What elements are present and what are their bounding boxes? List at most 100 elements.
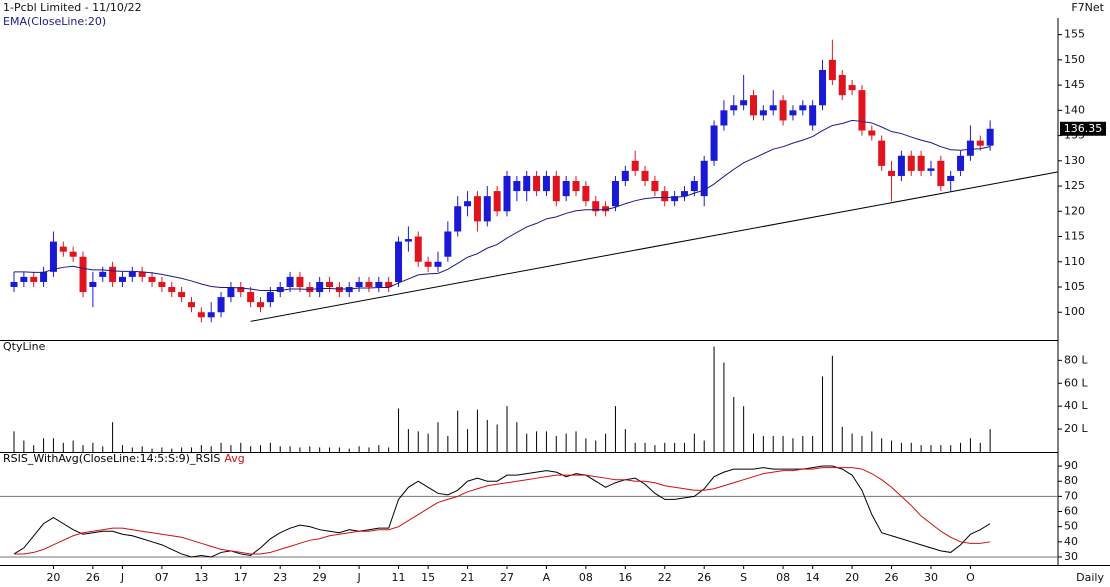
x-axis-label: Daily — [1076, 571, 1104, 584]
x-tick-label: 26 — [885, 571, 899, 584]
candle-body — [89, 281, 97, 287]
candle-body — [878, 140, 886, 166]
y-tick-label: 40 L — [1064, 399, 1088, 412]
chart-title: 1-Pcbl Limited - 11/10/22 — [3, 1, 142, 14]
indicator-label: EMA(CloseLine:20) — [3, 15, 106, 28]
candle-body — [651, 181, 659, 192]
y-tick-label: 50 — [1064, 520, 1078, 533]
candle-body — [464, 201, 472, 207]
x-tick-label: 29 — [313, 571, 327, 584]
candle-body — [266, 292, 274, 303]
candle-body — [503, 175, 511, 212]
candle-body — [809, 105, 817, 126]
candle-body — [178, 292, 186, 298]
candle-body — [740, 100, 748, 106]
x-tick-label: 26 — [697, 571, 711, 584]
candle-body — [730, 105, 738, 111]
candle-body — [769, 105, 777, 111]
y-tick-label: 80 L — [1064, 353, 1088, 366]
candle-body — [700, 160, 708, 197]
candle-body — [888, 170, 896, 176]
y-tick-label: 80 — [1064, 474, 1078, 487]
candle-body — [572, 181, 580, 192]
candle-body — [542, 175, 550, 192]
x-tick-label: 11 — [392, 571, 406, 584]
candle-body — [611, 181, 619, 207]
last-price-box — [1060, 121, 1106, 136]
x-tick-label: 20 — [845, 571, 859, 584]
candle-body — [523, 175, 531, 192]
x-tick-label: 15 — [421, 571, 435, 584]
candle-body — [207, 312, 215, 318]
x-tick-label: 26 — [86, 571, 100, 584]
candle-body — [621, 170, 629, 181]
candle-body — [385, 281, 393, 287]
panel-title: QtyLine — [3, 340, 46, 353]
candle-body — [404, 239, 412, 242]
legend-label: Avg — [224, 452, 244, 465]
candle-body — [118, 276, 126, 282]
candle-body — [326, 281, 334, 287]
candle-body — [868, 130, 876, 136]
candle-body — [533, 175, 541, 192]
x-tick-label: 30 — [924, 571, 938, 584]
candle-body — [848, 85, 856, 91]
candle-body — [858, 90, 866, 131]
rsi-line — [14, 467, 991, 555]
candle-body — [49, 241, 57, 272]
candle-body — [897, 155, 905, 176]
candle-body — [947, 175, 955, 181]
candle-body — [838, 75, 846, 96]
y-tick-label: 100 — [1064, 305, 1085, 318]
candle-body — [30, 276, 38, 282]
candle-body — [750, 95, 757, 116]
ema-line — [14, 119, 991, 292]
source-label: F7Net — [1071, 1, 1104, 14]
candle-body — [602, 206, 610, 212]
x-tick-label: J — [356, 571, 360, 584]
candle-body — [316, 281, 324, 293]
x-tick-label: 07 — [155, 571, 169, 584]
candle-body — [109, 266, 117, 282]
candle-body — [631, 160, 639, 171]
candle-body — [493, 191, 501, 212]
candle-body — [286, 276, 294, 287]
x-tick-label: 27 — [500, 571, 514, 584]
candle-body — [247, 292, 255, 303]
x-tick-label: J — [120, 571, 124, 584]
candle-body — [444, 231, 452, 257]
candle-body — [661, 191, 669, 202]
candle-body — [720, 110, 728, 126]
candle-body — [10, 281, 18, 287]
candle-body — [641, 170, 649, 181]
candle-body — [128, 271, 136, 277]
candle-body — [562, 181, 570, 197]
candle-body — [592, 201, 600, 212]
x-tick-label: O — [966, 571, 975, 584]
candle-body — [365, 281, 373, 287]
candle-body — [69, 251, 77, 257]
y-tick-label: 155 — [1064, 28, 1085, 41]
candle-body — [690, 181, 698, 192]
candle-body — [296, 276, 304, 287]
y-tick-label: 110 — [1064, 255, 1085, 268]
candle-body — [454, 206, 462, 232]
candle-body — [710, 125, 718, 161]
rsi-line — [13, 465, 991, 558]
candle-body — [187, 302, 195, 308]
candle-body — [483, 196, 491, 222]
y-tick-label: 30 — [1064, 550, 1078, 563]
candle-body — [79, 256, 87, 293]
candle-body — [168, 287, 176, 293]
candle-body — [966, 140, 974, 156]
candle-body — [937, 160, 945, 187]
y-tick-label: 120 — [1064, 204, 1085, 217]
x-tick-label: 08 — [776, 571, 790, 584]
candle-body — [345, 287, 353, 293]
y-tick-label: 145 — [1064, 78, 1085, 91]
candle-body — [138, 271, 146, 277]
y-tick-label: 140 — [1064, 103, 1085, 116]
x-tick-label: 23 — [273, 571, 287, 584]
candle-body — [819, 69, 827, 106]
